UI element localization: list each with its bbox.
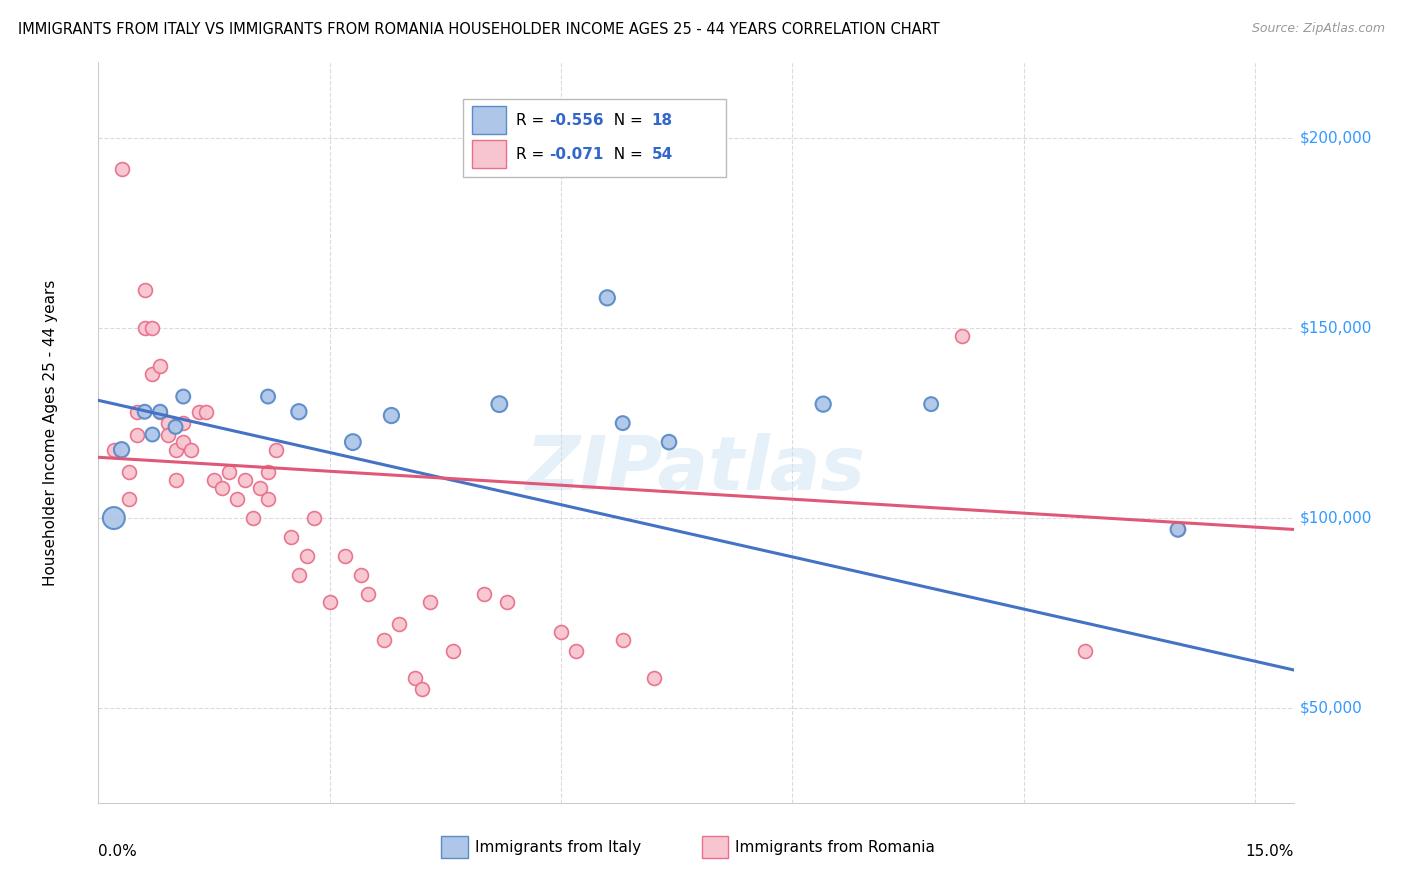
Point xyxy=(319,594,342,608)
Point xyxy=(218,466,240,480)
Point xyxy=(304,511,326,525)
Point xyxy=(156,416,179,430)
Text: R =: R = xyxy=(516,147,548,161)
Point xyxy=(404,671,426,685)
Point xyxy=(110,161,132,176)
Point xyxy=(134,283,156,297)
Text: -0.071: -0.071 xyxy=(548,147,603,161)
Point xyxy=(226,491,249,506)
Text: R =: R = xyxy=(516,112,548,128)
Point xyxy=(165,420,187,434)
Point xyxy=(156,427,179,442)
Text: -0.556: -0.556 xyxy=(548,112,603,128)
Text: 15.0%: 15.0% xyxy=(1246,844,1294,858)
Point xyxy=(333,549,356,563)
Point xyxy=(165,473,187,487)
Point xyxy=(165,442,187,457)
Point xyxy=(565,644,588,658)
Point xyxy=(233,473,256,487)
Point xyxy=(920,397,942,411)
Point xyxy=(118,491,141,506)
Point xyxy=(280,530,302,544)
Point xyxy=(612,632,634,647)
Point xyxy=(149,359,172,374)
Text: 0.0%: 0.0% xyxy=(98,844,138,858)
Point xyxy=(596,291,619,305)
Point xyxy=(180,442,202,457)
FancyBboxPatch shape xyxy=(463,99,725,178)
Point xyxy=(550,624,572,639)
Point xyxy=(441,644,464,658)
Point xyxy=(172,435,194,450)
Text: ZIPatlas: ZIPatlas xyxy=(526,434,866,506)
Point xyxy=(643,671,665,685)
Bar xyxy=(472,140,506,169)
Text: Immigrants from Italy: Immigrants from Italy xyxy=(475,839,641,855)
Point xyxy=(257,390,280,404)
Text: $50,000: $50,000 xyxy=(1299,700,1362,715)
Bar xyxy=(441,836,468,858)
Point xyxy=(264,442,287,457)
Point xyxy=(134,321,156,335)
Point xyxy=(134,405,156,419)
Text: 18: 18 xyxy=(652,112,673,128)
Point xyxy=(149,405,172,419)
Point xyxy=(125,405,148,419)
Text: Source: ZipAtlas.com: Source: ZipAtlas.com xyxy=(1251,22,1385,36)
Point xyxy=(195,405,218,419)
Point xyxy=(288,568,311,582)
Point xyxy=(202,473,225,487)
Point xyxy=(1074,644,1097,658)
Point xyxy=(110,442,132,457)
Point xyxy=(211,481,233,495)
Point xyxy=(1167,523,1189,537)
Text: N =: N = xyxy=(605,147,648,161)
Point xyxy=(419,594,441,608)
Point xyxy=(349,568,371,582)
Point xyxy=(125,427,148,442)
Point xyxy=(357,587,380,601)
Point xyxy=(249,481,271,495)
Point xyxy=(496,594,519,608)
Text: N =: N = xyxy=(605,112,648,128)
Point xyxy=(411,681,433,696)
Point xyxy=(242,511,264,525)
Text: 54: 54 xyxy=(652,147,673,161)
Point xyxy=(118,466,141,480)
Point xyxy=(488,397,510,411)
Bar xyxy=(472,106,506,135)
Point xyxy=(103,442,125,457)
Point xyxy=(373,632,395,647)
Point xyxy=(172,416,194,430)
Point xyxy=(658,435,681,450)
Point xyxy=(612,416,634,430)
Point xyxy=(380,409,402,423)
Point xyxy=(103,511,125,525)
Text: $200,000: $200,000 xyxy=(1299,131,1372,146)
Point xyxy=(149,405,172,419)
Text: IMMIGRANTS FROM ITALY VS IMMIGRANTS FROM ROMANIA HOUSEHOLDER INCOME AGES 25 - 44: IMMIGRANTS FROM ITALY VS IMMIGRANTS FROM… xyxy=(18,22,939,37)
Point xyxy=(187,405,209,419)
Point xyxy=(172,390,194,404)
Point xyxy=(388,617,411,632)
Point xyxy=(141,427,163,442)
Point xyxy=(295,549,318,563)
Point xyxy=(342,435,364,450)
Point xyxy=(141,321,163,335)
Text: $100,000: $100,000 xyxy=(1299,510,1372,525)
Text: $150,000: $150,000 xyxy=(1299,321,1372,335)
Point xyxy=(950,328,973,343)
Point xyxy=(1167,523,1189,537)
Point xyxy=(811,397,834,411)
Text: Householder Income Ages 25 - 44 years: Householder Income Ages 25 - 44 years xyxy=(44,279,58,586)
Text: Immigrants from Romania: Immigrants from Romania xyxy=(735,839,935,855)
Point xyxy=(257,491,280,506)
Point xyxy=(288,405,311,419)
Point xyxy=(257,466,280,480)
Point xyxy=(472,587,495,601)
Point xyxy=(141,367,163,381)
Bar xyxy=(702,836,728,858)
